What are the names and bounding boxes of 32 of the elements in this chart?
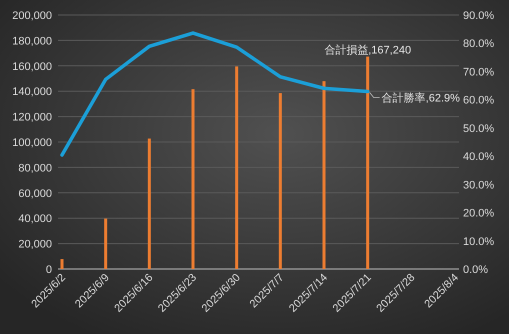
- data-label: 合計損益,167,240: [324, 44, 412, 57]
- y2-tick-label: 50.0%: [463, 122, 494, 135]
- y2-tick-label: 40.0%: [463, 151, 494, 164]
- bar: [148, 138, 151, 269]
- y2-tick-label: 20.0%: [463, 208, 494, 220]
- y2-tick-label: 10.0%: [463, 236, 494, 248]
- line-series: [60, 31, 370, 157]
- y2-tick-label: 60.0%: [463, 94, 494, 107]
- bar: [278, 93, 282, 269]
- bar: [235, 66, 238, 269]
- data-label: 合計勝率,62.9%: [382, 91, 460, 104]
- y-tick-label: 100,000: [12, 137, 52, 149]
- y-tick-label: 20,000: [18, 238, 52, 251]
- y-tick-label: 200,000: [12, 10, 52, 22]
- y2-tick-label: 80.0%: [463, 38, 494, 50]
- y-tick-label: 40,000: [18, 213, 52, 226]
- y-tick-label: 160,000: [12, 60, 52, 73]
- y-tick-label: 140,000: [12, 86, 52, 98]
- y2-tick-label: 90.0%: [463, 10, 494, 22]
- y2-tick-label: 70.0%: [463, 66, 494, 78]
- bar: [192, 89, 194, 269]
- y-tick-label: 60,000: [18, 188, 52, 200]
- bar: [60, 259, 64, 269]
- bar: [322, 81, 326, 269]
- y2-tick-label: 30.0%: [463, 179, 494, 192]
- y-tick-label: 0: [46, 264, 52, 276]
- bar: [366, 56, 370, 269]
- y2-tick-label: 0.0%: [463, 264, 488, 276]
- bar: [104, 218, 108, 269]
- y-tick-label: 80,000: [18, 162, 52, 174]
- y-tick-label: 180,000: [12, 35, 52, 48]
- y-tick-label: 120,000: [12, 112, 52, 124]
